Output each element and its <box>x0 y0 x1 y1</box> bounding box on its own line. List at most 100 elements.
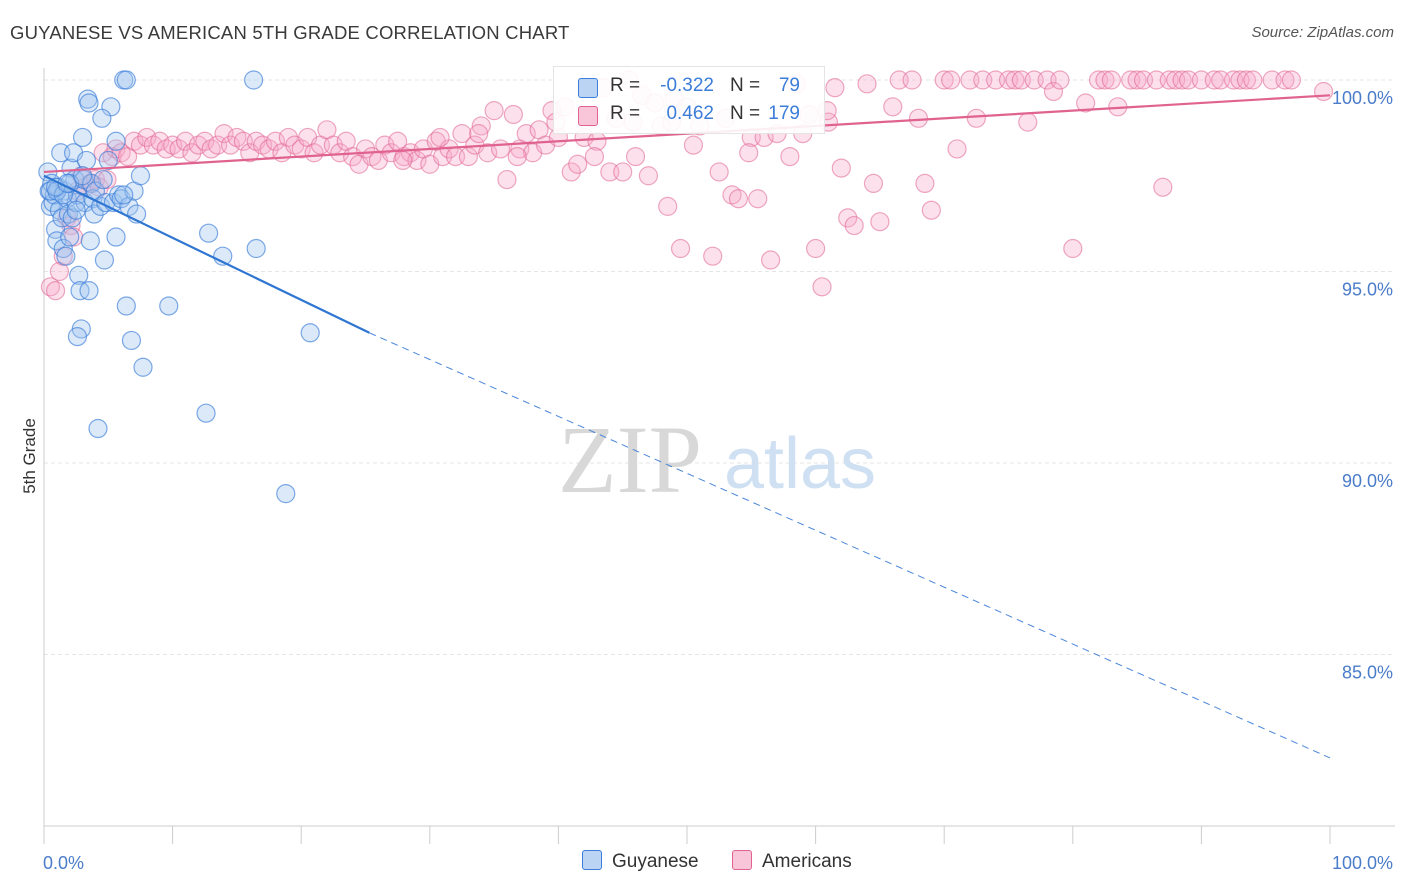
data-point-americans <box>150 131 170 151</box>
americans-legend-label: Americans <box>762 851 852 872</box>
data-point-americans <box>452 124 472 144</box>
data-point-americans <box>780 147 800 167</box>
data-point-guyanese <box>72 166 93 186</box>
axes <box>43 68 1395 844</box>
data-point-guyanese <box>119 196 139 216</box>
data-point-americans <box>883 97 903 117</box>
data-point-americans <box>1043 81 1064 102</box>
data-point-americans <box>760 250 781 270</box>
data-point-guyanese <box>69 265 89 285</box>
data-point-americans <box>169 139 189 159</box>
data-point-guyanese <box>80 231 100 251</box>
data-point-guyanese <box>98 150 118 171</box>
stats-legend: R = -0.322 N = 79 R = 0.462 N = 179 <box>553 66 825 134</box>
data-point-americans <box>471 116 491 136</box>
data-point-americans <box>941 70 961 90</box>
r-label: R = <box>610 75 641 96</box>
data-point-guyanese <box>43 192 63 213</box>
data-point-americans <box>613 162 633 182</box>
data-point-americans <box>728 189 749 209</box>
data-point-guyanese <box>133 357 153 377</box>
data-point-americans <box>670 238 691 259</box>
data-point-guyanese <box>159 296 179 316</box>
trend-line-guyanese-extension <box>369 332 1331 759</box>
data-point-americans <box>844 215 864 236</box>
trend-line-guyanese <box>43 174 370 334</box>
data-point-americans <box>175 131 196 151</box>
data-point-americans <box>195 131 215 151</box>
data-point-americans <box>568 154 588 174</box>
data-point-americans <box>1275 70 1295 90</box>
data-point-guyanese <box>114 185 134 205</box>
data-point-americans <box>45 281 66 301</box>
data-point-americans <box>1095 70 1115 90</box>
watermark-atlas: atlas <box>724 424 876 504</box>
data-point-americans <box>638 166 659 186</box>
data-point-americans <box>265 131 286 151</box>
data-point-guyanese <box>53 238 73 259</box>
data-point-guyanese <box>40 181 61 201</box>
data-point-guyanese <box>79 93 99 113</box>
data-point-americans <box>278 127 298 148</box>
y-tick-label: 85.0% <box>1342 663 1393 683</box>
data-point-guyanese <box>72 127 93 148</box>
data-point-americans <box>220 135 241 155</box>
data-point-guyanese <box>244 70 264 90</box>
legend-item-guyanese[interactable]: Guyanese <box>582 850 699 873</box>
data-point-americans <box>966 108 986 128</box>
data-point-americans <box>400 143 421 163</box>
chart-title: GUYANESE VS AMERICAN 5TH GRADE CORRELATI… <box>10 22 570 43</box>
data-point-americans <box>1204 70 1224 90</box>
data-point-americans <box>1063 238 1083 259</box>
data-point-guyanese <box>300 323 320 343</box>
data-point-americans <box>1243 70 1263 90</box>
watermark-zip: ZIP <box>558 406 702 513</box>
data-point-americans <box>870 212 890 232</box>
data-point-guyanese <box>93 169 113 190</box>
data-point-americans <box>304 143 324 163</box>
data-point-americans <box>584 147 605 167</box>
data-point-americans <box>1281 70 1302 90</box>
data-point-americans <box>703 246 723 266</box>
data-point-guyanese <box>60 227 80 247</box>
data-point-guyanese <box>47 231 67 251</box>
y-axis-label: 5th Grade <box>20 418 39 494</box>
guyanese-n-value: 79 <box>778 75 800 96</box>
data-point-guyanese <box>276 484 296 504</box>
data-point-guyanese <box>121 330 142 351</box>
data-point-americans <box>375 135 395 155</box>
data-point-americans <box>825 78 845 98</box>
stats-row-americans: R = 0.462 N = 179 <box>554 101 824 129</box>
data-point-americans <box>1236 70 1257 90</box>
americans-r-value: 0.462 <box>666 103 714 124</box>
data-point-americans <box>469 124 489 144</box>
data-point-guyanese <box>130 166 151 186</box>
x-tick-label-end: 100.0% <box>1332 853 1393 873</box>
data-point-guyanese <box>199 223 219 243</box>
data-point-americans <box>137 127 157 148</box>
r-label: R = <box>610 103 641 124</box>
data-point-americans <box>739 143 759 163</box>
tick-labels: 85.0% 90.0% 95.0% 100.0% 0.0% 100.0% <box>43 88 1393 873</box>
data-point-americans <box>291 139 311 159</box>
source-label: Source: ZipAtlas.com <box>1251 24 1394 41</box>
n-label: N = <box>730 103 761 124</box>
data-point-americans <box>106 139 126 159</box>
x-tick-label-start: 0.0% <box>43 853 84 873</box>
data-point-guyanese <box>92 108 112 128</box>
data-point-guyanese <box>88 418 108 439</box>
guyanese-legend-label: Guyanese <box>612 851 699 872</box>
legend-item-americans[interactable]: Americans <box>732 850 852 873</box>
data-point-americans <box>478 143 498 163</box>
americans-swatch <box>578 106 598 126</box>
data-point-americans <box>658 196 678 216</box>
data-point-americans <box>748 189 768 209</box>
data-point-americans <box>214 124 234 144</box>
watermark: ZIP atlas <box>558 406 876 513</box>
data-point-guyanese <box>116 296 136 316</box>
data-point-guyanese <box>246 238 266 259</box>
data-point-guyanese <box>84 204 104 224</box>
data-point-americans <box>863 173 884 194</box>
guyanese-r-value: -0.322 <box>660 75 714 96</box>
data-point-americans <box>902 70 922 90</box>
